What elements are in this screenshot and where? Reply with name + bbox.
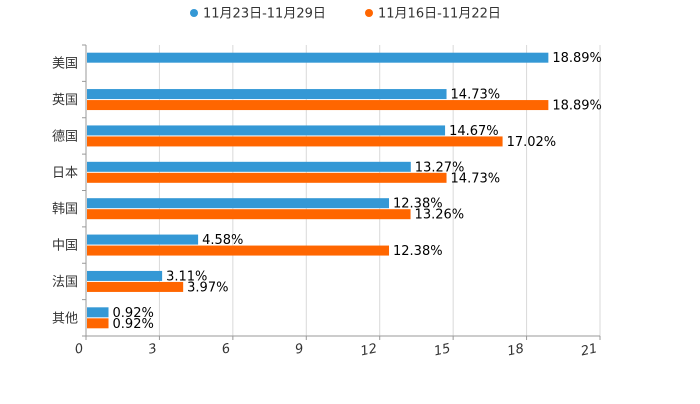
bar-s0-5[interactable]	[87, 234, 199, 245]
data-label-s0-7: 0.92%	[113, 306, 154, 321]
bar-s1-7[interactable]	[87, 318, 109, 329]
bar-s0-4[interactable]	[87, 198, 390, 209]
axes	[82, 44, 601, 340]
data-label-s0-1: 14.73%	[451, 88, 501, 103]
legend-marker-1	[365, 9, 373, 17]
data-label-s1-6: 3.97%	[187, 280, 228, 295]
legend-marker-0	[190, 9, 198, 17]
x-tick-label-6: 18	[506, 341, 525, 359]
category-label-3: 日本	[52, 166, 78, 181]
data-labels: 18.89%14.73%18.89%14.67%17.02%13.27%14.7…	[113, 51, 602, 332]
x-tick-label-4: 12	[359, 341, 378, 359]
category-label-4: 韩国	[52, 202, 78, 217]
x-tick-label-2: 6	[220, 341, 231, 357]
data-label-s0-5: 4.58%	[202, 233, 243, 248]
category-label-6: 法国	[52, 275, 78, 290]
data-label-s0-2: 14.67%	[449, 124, 499, 139]
data-label-s0-3: 13.27%	[415, 160, 465, 175]
x-tick-label-1: 3	[147, 341, 158, 357]
bar-s0-7[interactable]	[87, 307, 109, 318]
bars	[87, 52, 549, 329]
data-label-s1-7: 0.92%	[113, 317, 154, 332]
x-tick-label-5: 15	[433, 341, 452, 359]
x-tick-label-0: 0	[74, 341, 85, 357]
legend-item-0[interactable]: 11月23日-11月29日	[190, 7, 326, 22]
x-tick-label-3: 9	[294, 341, 305, 357]
category-label-0: 美国	[52, 57, 78, 72]
data-label-s1-3: 14.73%	[451, 171, 501, 186]
data-label-s1-5: 12.38%	[393, 244, 443, 259]
bar-s0-1[interactable]	[87, 89, 447, 100]
bar-s0-3[interactable]	[87, 161, 411, 172]
bar-s1-5[interactable]	[87, 245, 390, 256]
legend-item-1[interactable]: 11月16日-11月22日	[365, 7, 501, 22]
data-label-s1-2: 17.02%	[507, 135, 557, 150]
data-label-s0-6: 3.11%	[166, 269, 207, 284]
category-label-5: 中国	[52, 239, 78, 254]
x-tick-label-7: 21	[580, 341, 599, 359]
legend-label-0: 11月23日-11月29日	[203, 7, 326, 22]
bar-s1-2[interactable]	[87, 136, 503, 147]
data-label-s1-1: 18.89%	[552, 99, 602, 114]
category-label-2: 德国	[52, 129, 78, 144]
category-label-7: 其他	[52, 311, 78, 326]
legend: 11月23日-11月29日 11月16日-11月22日	[190, 7, 501, 22]
data-label-s0-0: 18.89%	[552, 51, 602, 66]
bar-s1-6[interactable]	[87, 281, 184, 292]
data-label-s1-4: 13.26%	[415, 208, 465, 223]
data-label-s0-4: 12.38%	[393, 197, 443, 212]
bar-s1-3[interactable]	[87, 172, 447, 183]
bar-s0-0[interactable]	[87, 52, 549, 63]
bar-s1-4[interactable]	[87, 209, 411, 220]
bar-s0-6[interactable]	[87, 270, 163, 281]
bar-s1-1[interactable]	[87, 100, 549, 111]
bar-s0-2[interactable]	[87, 125, 446, 136]
category-label-1: 英国	[52, 93, 78, 108]
legend-label-1: 11月16日-11月22日	[378, 7, 501, 22]
